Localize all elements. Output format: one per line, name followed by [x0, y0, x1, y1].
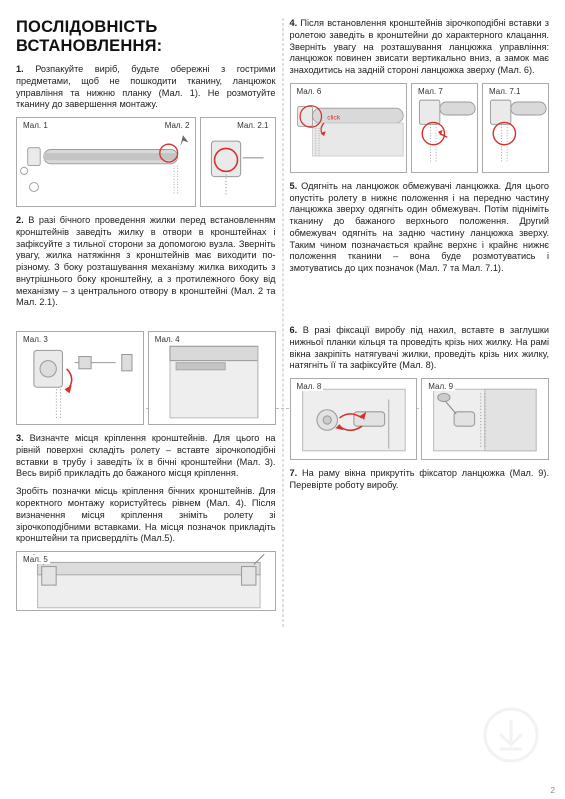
step-1-text: 1. Розпакуйте виріб, будьте обережні з г…: [16, 64, 276, 111]
step-4-text: 4. Після встановлення кронштейнів зірочк…: [290, 18, 550, 77]
step-2-text: 2. В разі бічного проведення жилки перед…: [16, 215, 276, 309]
figure-5-illustration: [17, 552, 275, 610]
step-3-body: Визначте місця кріплення кронштейнів. Дл…: [16, 433, 276, 478]
figure-2-1-label: Мал. 2.1: [235, 121, 270, 130]
vertical-divider: [282, 18, 283, 627]
figure-group-1: Мал. 1 Мал. 2 Мал. 2.1: [16, 117, 276, 207]
step-7-body: На раму вікна прикрутіть фіксатор ланцюж…: [290, 468, 550, 490]
step-1-body: Розпакуйте виріб, будьте обережні з гост…: [16, 64, 276, 109]
step-1-num: 1.: [16, 64, 24, 74]
step-6-body: В разі фіксації виробу під нахил, вставт…: [290, 325, 550, 370]
figure-4-illustration: [149, 332, 275, 424]
figure-5-label: Мал. 5: [21, 555, 50, 564]
step-3-text: 3. Визначте місця кріплення кронштейнів.…: [16, 433, 276, 480]
figure-7-illustration: [412, 84, 477, 172]
figure-2-label: Мал. 2: [163, 121, 192, 130]
figure-7-1-illustration: [483, 84, 548, 172]
step-6-text: 6. В разі фіксації виробу під нахил, вст…: [290, 325, 550, 372]
figure-8-illustration: [291, 379, 417, 459]
figure-6-illustration: click: [291, 84, 407, 172]
watermark-icon: [483, 707, 539, 763]
figure-9-label: Мал. 9: [426, 382, 455, 391]
figure-7-1: Мал. 7.1: [482, 83, 549, 173]
figure-3-label: Мал. 3: [21, 335, 50, 344]
step-7-text: 7. На раму вікна прикрутіть фіксатор лан…: [290, 468, 550, 492]
figure-3-illustration: [17, 332, 143, 424]
cell-bottom-left: Мал. 3 Мал. 4: [16, 325, 276, 619]
figure-group-2: Мал. 3 Мал. 4: [16, 331, 276, 425]
figure-7-1-label: Мал. 7.1: [487, 87, 522, 96]
figure-2-1: Мал. 2.1: [200, 117, 275, 207]
figure-6-label: Мал. 6: [295, 87, 324, 96]
page-title: ПОСЛІДОВНІСТЬ ВСТАНОВЛЕННЯ:: [16, 18, 276, 56]
step-5-body: Одягніть на ланцюжок обмежувачі ланцюжка…: [290, 181, 550, 273]
figure-6: Мал. 6 click: [290, 83, 408, 173]
figure-1: Мал. 1 Мал. 2: [16, 117, 196, 207]
figure-group-5: Мал. 8 Мал. 9: [290, 378, 550, 460]
step-3b-body: Зробіть позначки місць кріплення бічних …: [16, 486, 276, 543]
figure-4: Мал. 4: [148, 331, 276, 425]
figure-2-1-illustration: [201, 118, 274, 206]
step-3b-text: Зробіть позначки місць кріплення бічних …: [16, 486, 276, 545]
figure-4-label: Мал. 4: [153, 335, 182, 344]
figure-1-label: Мал. 1: [21, 121, 50, 130]
click-text: click: [327, 115, 341, 122]
step-4-num: 4.: [290, 18, 298, 28]
figure-1-illustration: [17, 118, 195, 206]
page-number: 2: [551, 786, 555, 795]
figure-8: Мал. 8: [290, 378, 418, 460]
figure-9: Мал. 9: [421, 378, 549, 460]
figure-9-illustration: [422, 379, 548, 459]
figure-3: Мал. 3: [16, 331, 144, 425]
figure-group-4: Мал. 6 click Мал. 7: [290, 83, 550, 173]
step-7-num: 7.: [290, 468, 298, 478]
step-5-num: 5.: [290, 181, 298, 191]
figure-8-label: Мал. 8: [295, 382, 324, 391]
cell-bottom-right: 6. В разі фіксації виробу під нахил, вст…: [290, 325, 550, 619]
figure-5: Мал. 5: [16, 551, 276, 611]
cell-top-right: 4. Після встановлення кронштейнів зірочк…: [290, 18, 550, 315]
figure-group-3: Мал. 5: [16, 551, 276, 611]
figure-7-label: Мал. 7: [416, 87, 445, 96]
cell-top-left: ПОСЛІДОВНІСТЬ ВСТАНОВЛЕННЯ: 1. Розпакуйт…: [16, 18, 276, 315]
step-3-num: 3.: [16, 433, 24, 443]
step-4-body: Після встановлення кронштейнів зірочкопо…: [290, 18, 550, 75]
figure-7: Мал. 7: [411, 83, 478, 173]
step-2-body: В разі бічного проведення жилки перед вс…: [16, 215, 276, 307]
step-2-num: 2.: [16, 215, 24, 225]
step-6-num: 6.: [290, 325, 298, 335]
step-5-text: 5. Одягніть на ланцюжок обмежувачі ланцю…: [290, 181, 550, 275]
